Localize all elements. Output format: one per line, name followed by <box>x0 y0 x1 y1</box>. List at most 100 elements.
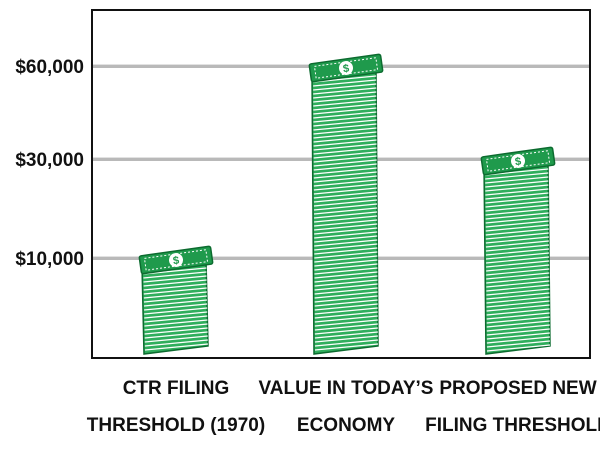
bill-edge-line <box>314 343 379 351</box>
bill-edge-line <box>314 303 378 311</box>
bill-edge-line <box>313 79 377 87</box>
x-category-label: VALUE IN TODAY’S <box>259 378 434 399</box>
bill-edge-line <box>313 183 377 191</box>
bill-edge-line <box>314 279 378 287</box>
x-category-label: ECONOMY <box>297 415 396 436</box>
bill-edge-line <box>486 272 550 280</box>
y-tick-label: $60,000 <box>15 57 84 78</box>
bill-seal <box>169 253 183 267</box>
bill-edge-line <box>313 111 377 119</box>
bill-edge-line <box>313 103 377 111</box>
dollar-bill-stack-icon: $ <box>138 245 214 275</box>
x-category-label: FILING THRESHOLD <box>425 415 600 436</box>
bill-edge-line <box>486 296 550 304</box>
bill-edge-line <box>143 287 207 295</box>
bill-seal <box>511 154 525 168</box>
bill-edge-line <box>314 299 378 307</box>
bill-edge-line <box>313 167 377 175</box>
bill-edge-line <box>485 244 550 252</box>
y-tick-label: $30,000 <box>15 150 84 171</box>
bill-edge-line <box>486 344 551 352</box>
bill-edge-line <box>144 331 208 339</box>
bill-edge-line <box>313 99 377 107</box>
bar: $ <box>480 146 556 355</box>
dollar-sign-icon: $ <box>514 156 522 169</box>
dollar-bill-stack-icon: $ <box>308 53 384 83</box>
dollar-sign-icon: $ <box>172 255 180 268</box>
bill-edge-line <box>144 335 208 343</box>
bill-edge-line <box>485 220 549 228</box>
bill-edge-line <box>313 155 377 163</box>
bill-edge-line <box>486 300 550 308</box>
bill-edge-line <box>313 83 377 91</box>
bill-edge-line <box>313 159 377 167</box>
bill-edge-line <box>313 107 377 115</box>
bill-edge-line <box>485 168 549 176</box>
bill-edge-line <box>486 304 550 312</box>
bill-edge-line <box>486 320 550 328</box>
bill-edge-line <box>485 208 549 216</box>
bill-edge-line <box>485 236 549 244</box>
bill-edge-line <box>486 264 550 272</box>
bill-edge-line <box>143 271 207 279</box>
bill-edge-line <box>143 279 207 287</box>
bill-edge-line <box>486 256 550 264</box>
bill-edge-line <box>314 311 378 319</box>
bill-edge-line <box>313 191 377 199</box>
bill-edge-line <box>313 151 377 159</box>
bill-edge-line <box>485 172 549 180</box>
bill-edge-line <box>313 135 377 143</box>
bill-edge-line <box>485 184 549 192</box>
bill-edge-line <box>313 115 377 123</box>
bill-edge-line <box>314 339 379 347</box>
bill-edge-line <box>143 267 207 275</box>
bill-edge-line <box>485 224 549 232</box>
bill-edge-line <box>485 216 549 224</box>
bill-edge-line <box>143 283 207 291</box>
bill-edge-line <box>313 171 377 179</box>
bill-edge-line <box>485 196 549 204</box>
bill-edge-line <box>314 335 378 343</box>
bill-edge-line <box>486 268 550 276</box>
bill-edge-line <box>485 232 549 240</box>
bill-edge-line <box>485 248 550 256</box>
bill-edge-line <box>144 315 208 323</box>
bill-edge-line <box>486 260 550 268</box>
bar: $ <box>308 53 384 355</box>
bill-edge-line <box>313 179 377 187</box>
bill-edge-line <box>144 339 208 347</box>
bill-edge-line <box>314 255 378 263</box>
bill-edge-line <box>314 275 378 283</box>
bill-edge-line <box>144 343 208 351</box>
bill-edge-line <box>313 163 377 171</box>
bill-edge-line <box>486 328 550 336</box>
bill-edge-line <box>485 204 549 212</box>
bill-edge-line <box>143 295 207 303</box>
dollar-sign-icon: $ <box>342 63 350 76</box>
bill-edge-line <box>144 311 208 319</box>
bill-edge-line <box>144 319 208 327</box>
bill-edge-line <box>486 292 550 300</box>
bill-edge-line <box>314 307 378 315</box>
bill-edge-line <box>314 251 378 259</box>
bill-edge-line <box>313 119 377 127</box>
bill-edge-line <box>486 288 550 296</box>
bill-edge-line <box>314 295 378 303</box>
bill-edge-line <box>313 175 377 183</box>
bill-edge-line <box>314 231 378 239</box>
bill-edge-line <box>314 215 378 223</box>
bill-edge-line <box>314 291 378 299</box>
bill-edge-line <box>314 259 378 267</box>
bill-edge-line <box>313 147 377 155</box>
bill-edge-line <box>314 283 378 291</box>
x-category-label: THRESHOLD (1970) <box>87 415 265 436</box>
bill-edge-line <box>486 276 550 284</box>
bill-edge-line <box>486 308 550 316</box>
bill-edge-line <box>143 291 207 299</box>
bill-edge-line <box>485 228 549 236</box>
bill-edge-line <box>313 127 377 135</box>
bill-edge-line <box>313 95 377 103</box>
plot-frame <box>91 9 591 359</box>
bill-edge-line <box>313 207 378 215</box>
